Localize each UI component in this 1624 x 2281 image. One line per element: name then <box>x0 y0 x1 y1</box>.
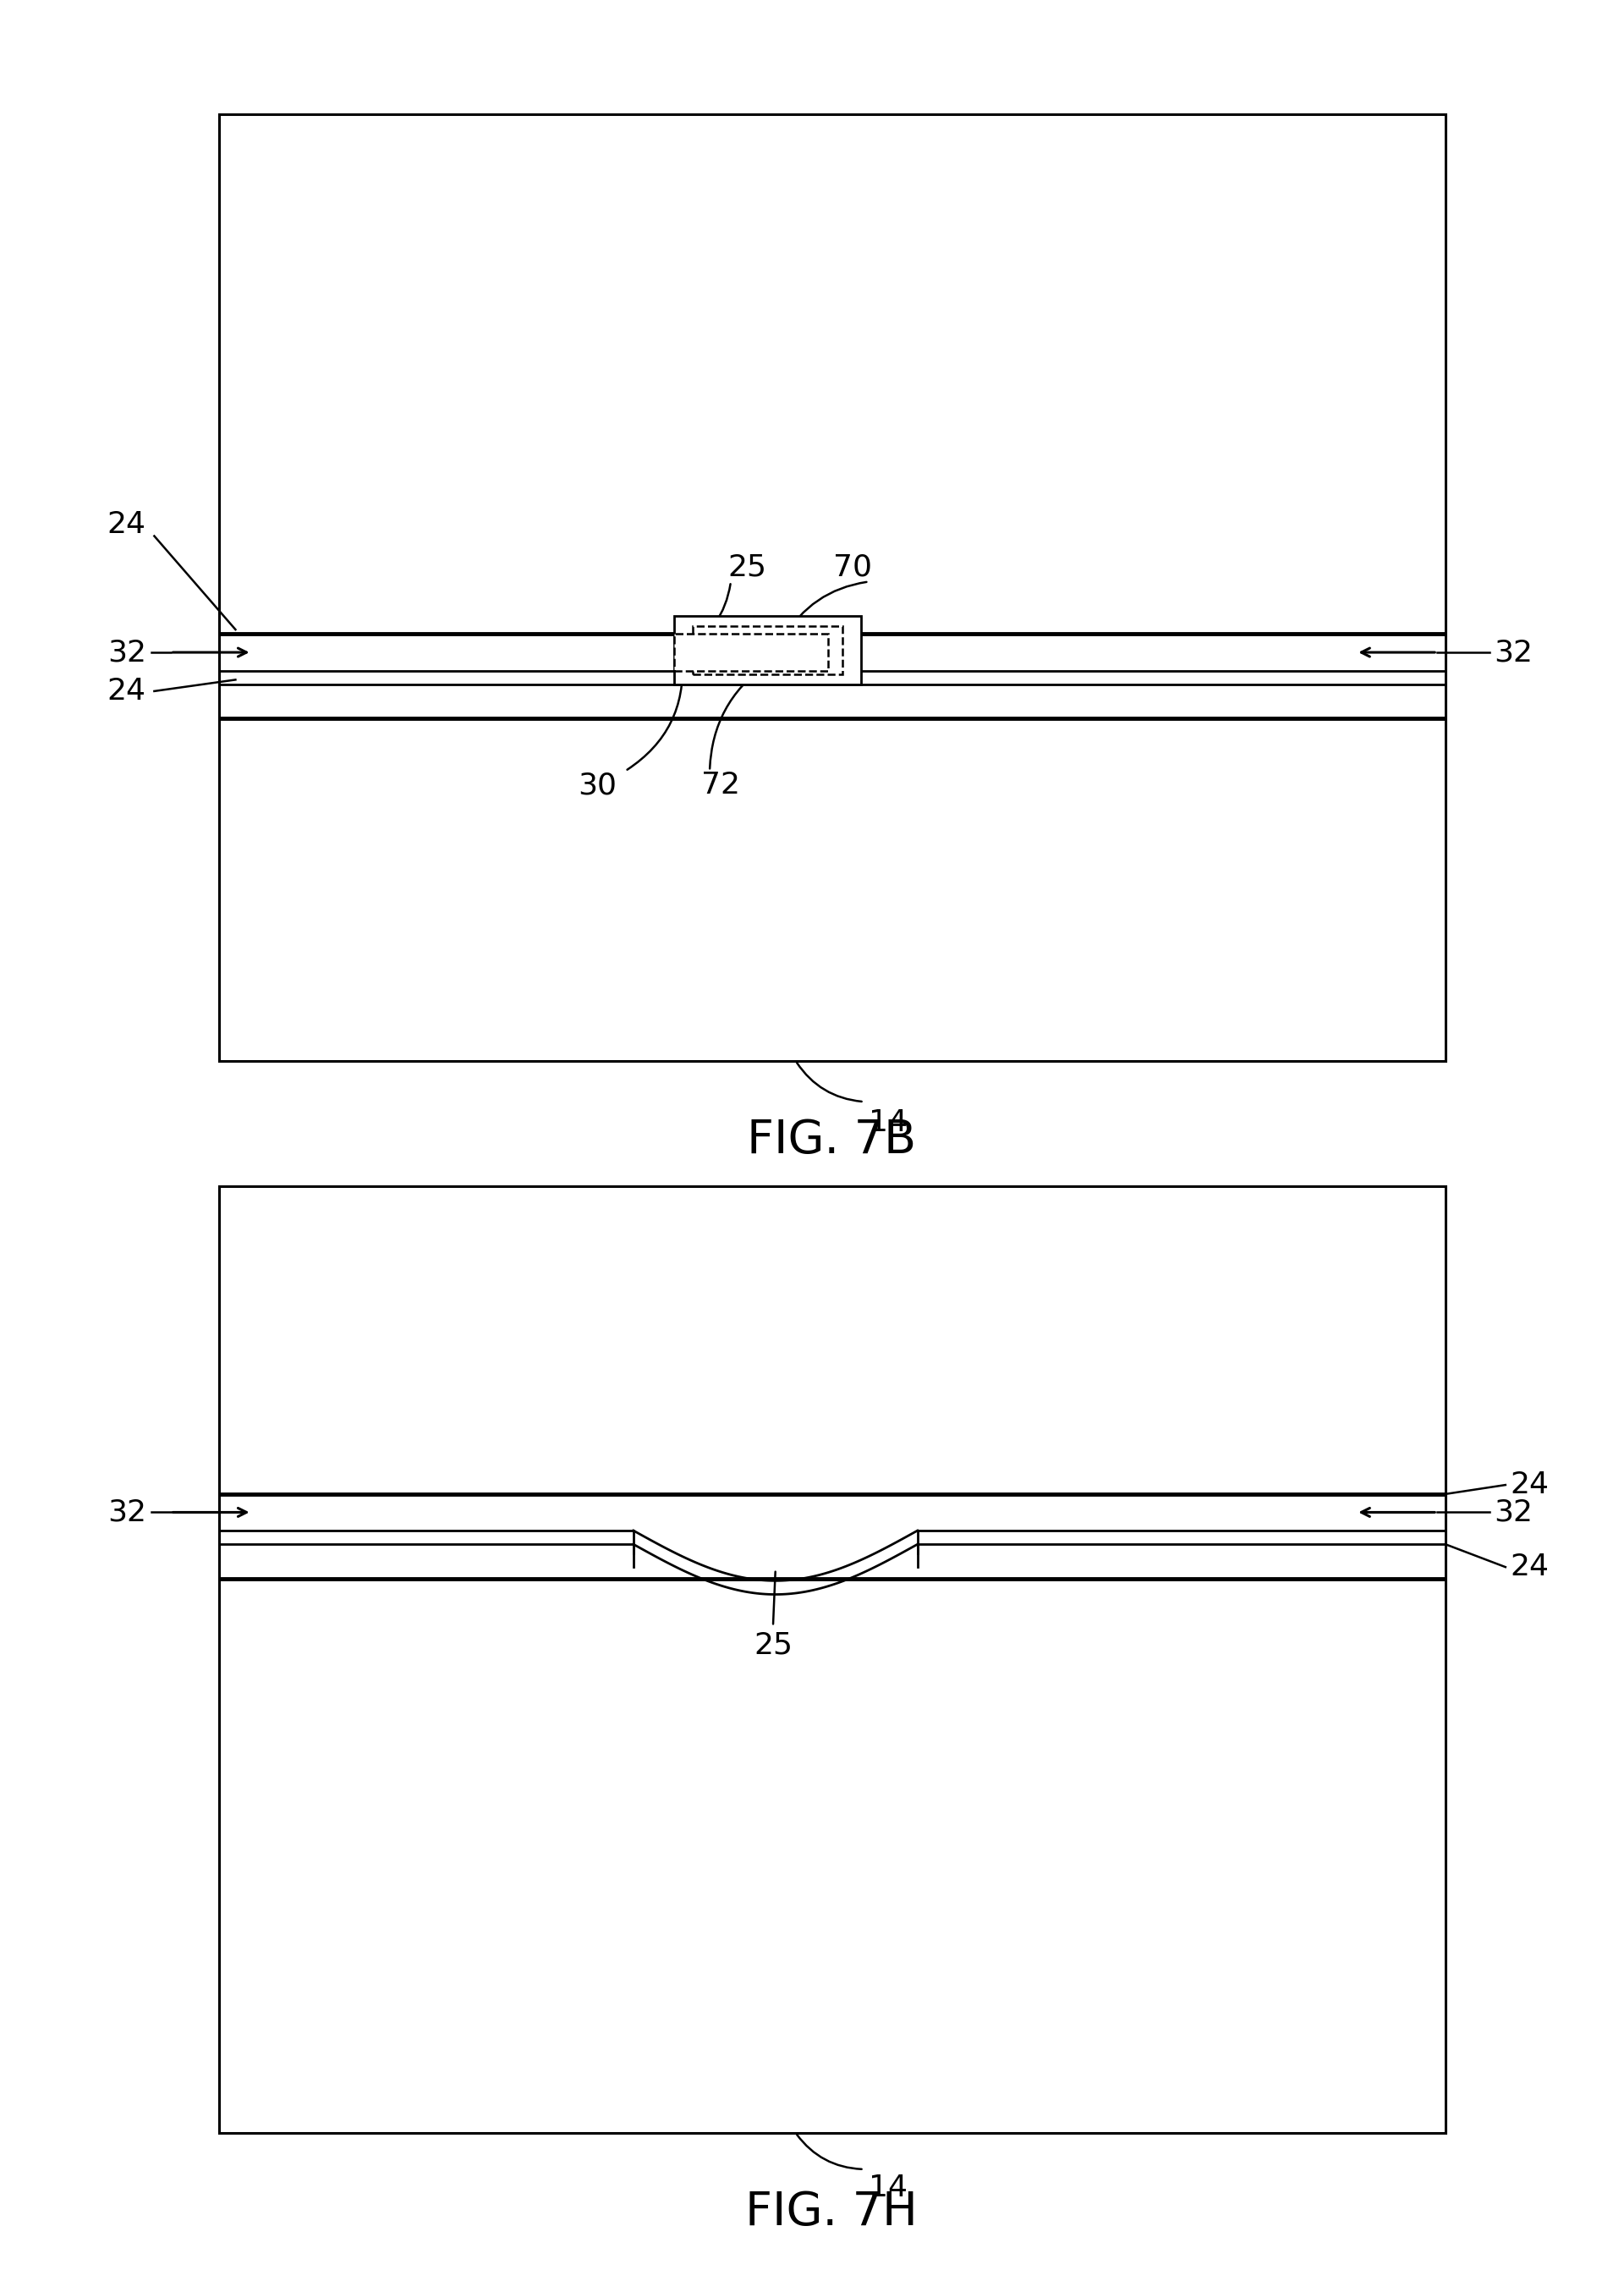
Text: 14: 14 <box>869 2174 908 2203</box>
Text: 32: 32 <box>1494 1499 1533 1526</box>
Text: 70: 70 <box>833 552 872 582</box>
Text: 24: 24 <box>107 511 146 538</box>
Text: 24: 24 <box>1510 1553 1549 1581</box>
Text: 24: 24 <box>1510 1471 1549 1499</box>
Text: FIG. 7H: FIG. 7H <box>745 2190 918 2235</box>
Text: 24: 24 <box>107 677 146 705</box>
Text: 14: 14 <box>869 1109 908 1138</box>
Bar <box>674 634 828 671</box>
Text: 25: 25 <box>728 552 767 582</box>
Bar <box>219 114 1445 1061</box>
Bar <box>674 616 861 684</box>
Text: 30: 30 <box>578 771 617 801</box>
Text: 32: 32 <box>107 639 146 666</box>
Text: 32: 32 <box>107 1499 146 1526</box>
Bar <box>692 627 841 675</box>
Text: 32: 32 <box>1494 639 1533 666</box>
Text: 25: 25 <box>754 1631 793 1661</box>
Bar <box>219 1186 1445 2133</box>
Text: FIG. 7B: FIG. 7B <box>747 1118 916 1163</box>
Text: 72: 72 <box>702 771 741 801</box>
